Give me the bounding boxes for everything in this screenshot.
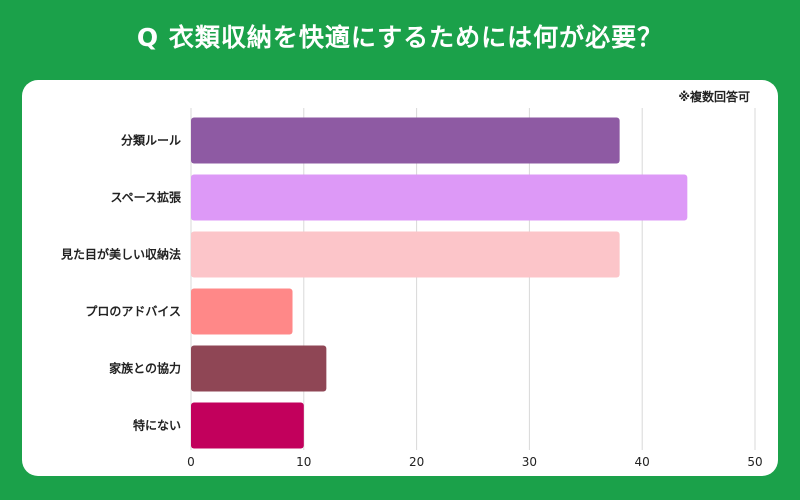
x-tick-label: 40 [635, 455, 650, 469]
multiple-answer-note: ※複数回答可 [678, 90, 750, 104]
category-label: 家族との協力 [109, 361, 181, 376]
bar [191, 117, 620, 164]
category-label: プロのアドバイス [85, 304, 181, 319]
chart-title: Q 衣類収納を快適にするためには何が必要？ [136, 23, 664, 52]
x-tick-label: 0 [187, 455, 195, 469]
x-tick-label: 50 [747, 455, 762, 469]
bar-chart: 0 10 20 30 40 50 分類ルールスペース拡張見た目が美しい収納法プロのアドバイス… [60, 108, 763, 469]
bar [191, 288, 293, 335]
category-label: 特にない [133, 418, 181, 433]
bar [191, 231, 620, 278]
x-tick-label: 30 [522, 455, 537, 469]
x-tick-label: 20 [409, 455, 424, 469]
x-tick-label: 10 [296, 455, 311, 469]
bar [191, 402, 304, 449]
category-label: 分類ルール [121, 133, 181, 148]
bar [191, 174, 688, 221]
category-label: スペース拡張 [110, 190, 182, 205]
category-label: 見た目が美しい収納法 [60, 247, 181, 262]
chart-card: ※複数回答可 0 10 20 30 40 50 分類ルールスペース拡張見た目が美しい収納法プ… [22, 80, 778, 476]
bar [191, 345, 327, 392]
